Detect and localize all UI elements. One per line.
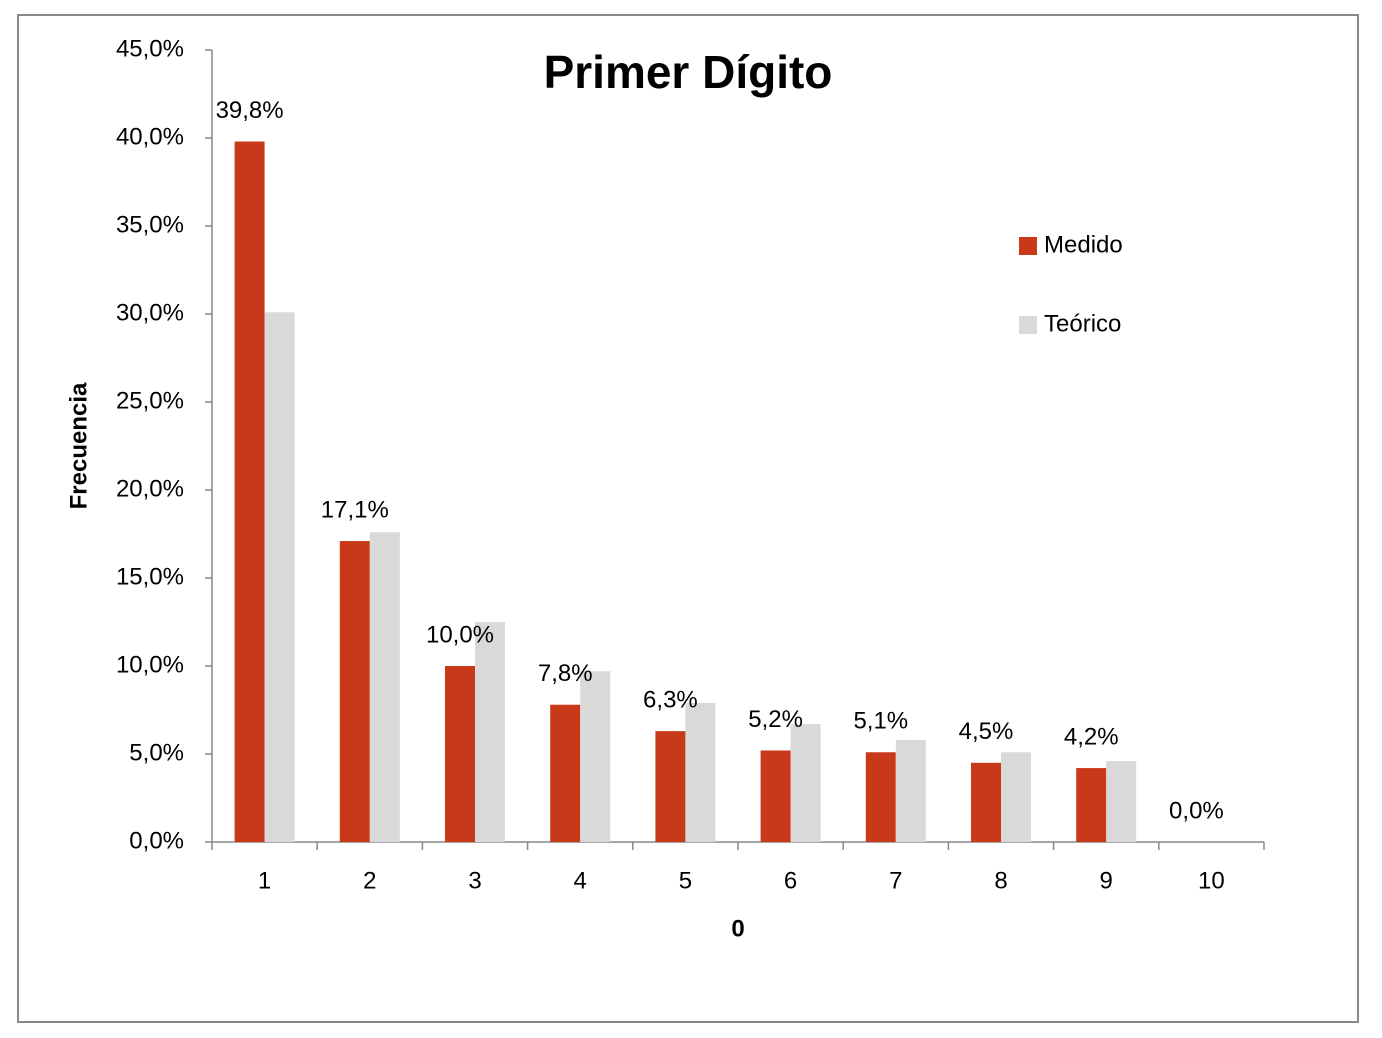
y-tick-label: 30,0%	[116, 299, 184, 326]
legend-label: Medido	[1044, 231, 1123, 258]
y-tick-label: 25,0%	[116, 387, 184, 414]
bar	[445, 666, 475, 842]
y-tick-label: 15,0%	[116, 563, 184, 590]
x-tick-label: 6	[784, 867, 797, 894]
y-tick-label: 0,0%	[129, 827, 184, 854]
x-tick-label: 1	[258, 867, 271, 894]
x-axis-title: 0	[731, 915, 744, 942]
data-label: 0,0%	[1169, 797, 1224, 824]
data-label: 39,8%	[216, 97, 284, 124]
data-label: 4,2%	[1064, 723, 1119, 750]
data-label: 5,2%	[748, 706, 803, 733]
y-tick-label: 5,0%	[129, 739, 184, 766]
x-tick-label: 3	[468, 867, 481, 894]
bar	[895, 739, 926, 842]
y-tick-label: 40,0%	[116, 123, 184, 150]
x-tick-label: 7	[889, 867, 902, 894]
bar	[865, 752, 896, 842]
bar	[234, 141, 265, 842]
data-label: 17,1%	[321, 496, 389, 523]
x-tick-label: 4	[574, 867, 587, 894]
x-tick-label: 8	[994, 867, 1007, 894]
data-label: 6,3%	[643, 686, 698, 713]
y-axis-title: Frecuencia	[65, 382, 92, 509]
y-tick-label: 35,0%	[116, 211, 184, 238]
chart-title: Primer Dígito	[544, 46, 833, 98]
legend-swatch	[1019, 316, 1037, 334]
data-label: 5,1%	[853, 708, 908, 735]
bar	[369, 532, 400, 842]
y-tick-label: 10,0%	[116, 651, 184, 678]
x-tick-label: 10	[1198, 867, 1225, 894]
bar	[971, 762, 1001, 842]
bar	[1001, 752, 1031, 842]
bar	[475, 622, 505, 842]
x-tick-label: 9	[1100, 867, 1113, 894]
bar	[790, 724, 821, 842]
legend-swatch	[1019, 237, 1037, 255]
bar	[760, 750, 791, 842]
bar	[1106, 761, 1137, 842]
bar	[550, 704, 581, 842]
bar	[339, 541, 370, 842]
data-label: 7,8%	[538, 660, 593, 687]
data-label: 10,0%	[426, 621, 494, 648]
x-tick-label: 2	[363, 867, 376, 894]
legend-label: Teórico	[1044, 310, 1121, 337]
data-label: 4,5%	[959, 718, 1014, 745]
bar	[685, 702, 716, 842]
bar	[264, 312, 295, 842]
bar	[580, 671, 611, 842]
bar	[1076, 768, 1107, 842]
bar	[655, 731, 686, 842]
y-tick-label: 45,0%	[116, 35, 184, 62]
x-tick-label: 5	[679, 867, 692, 894]
y-tick-label: 20,0%	[116, 475, 184, 502]
